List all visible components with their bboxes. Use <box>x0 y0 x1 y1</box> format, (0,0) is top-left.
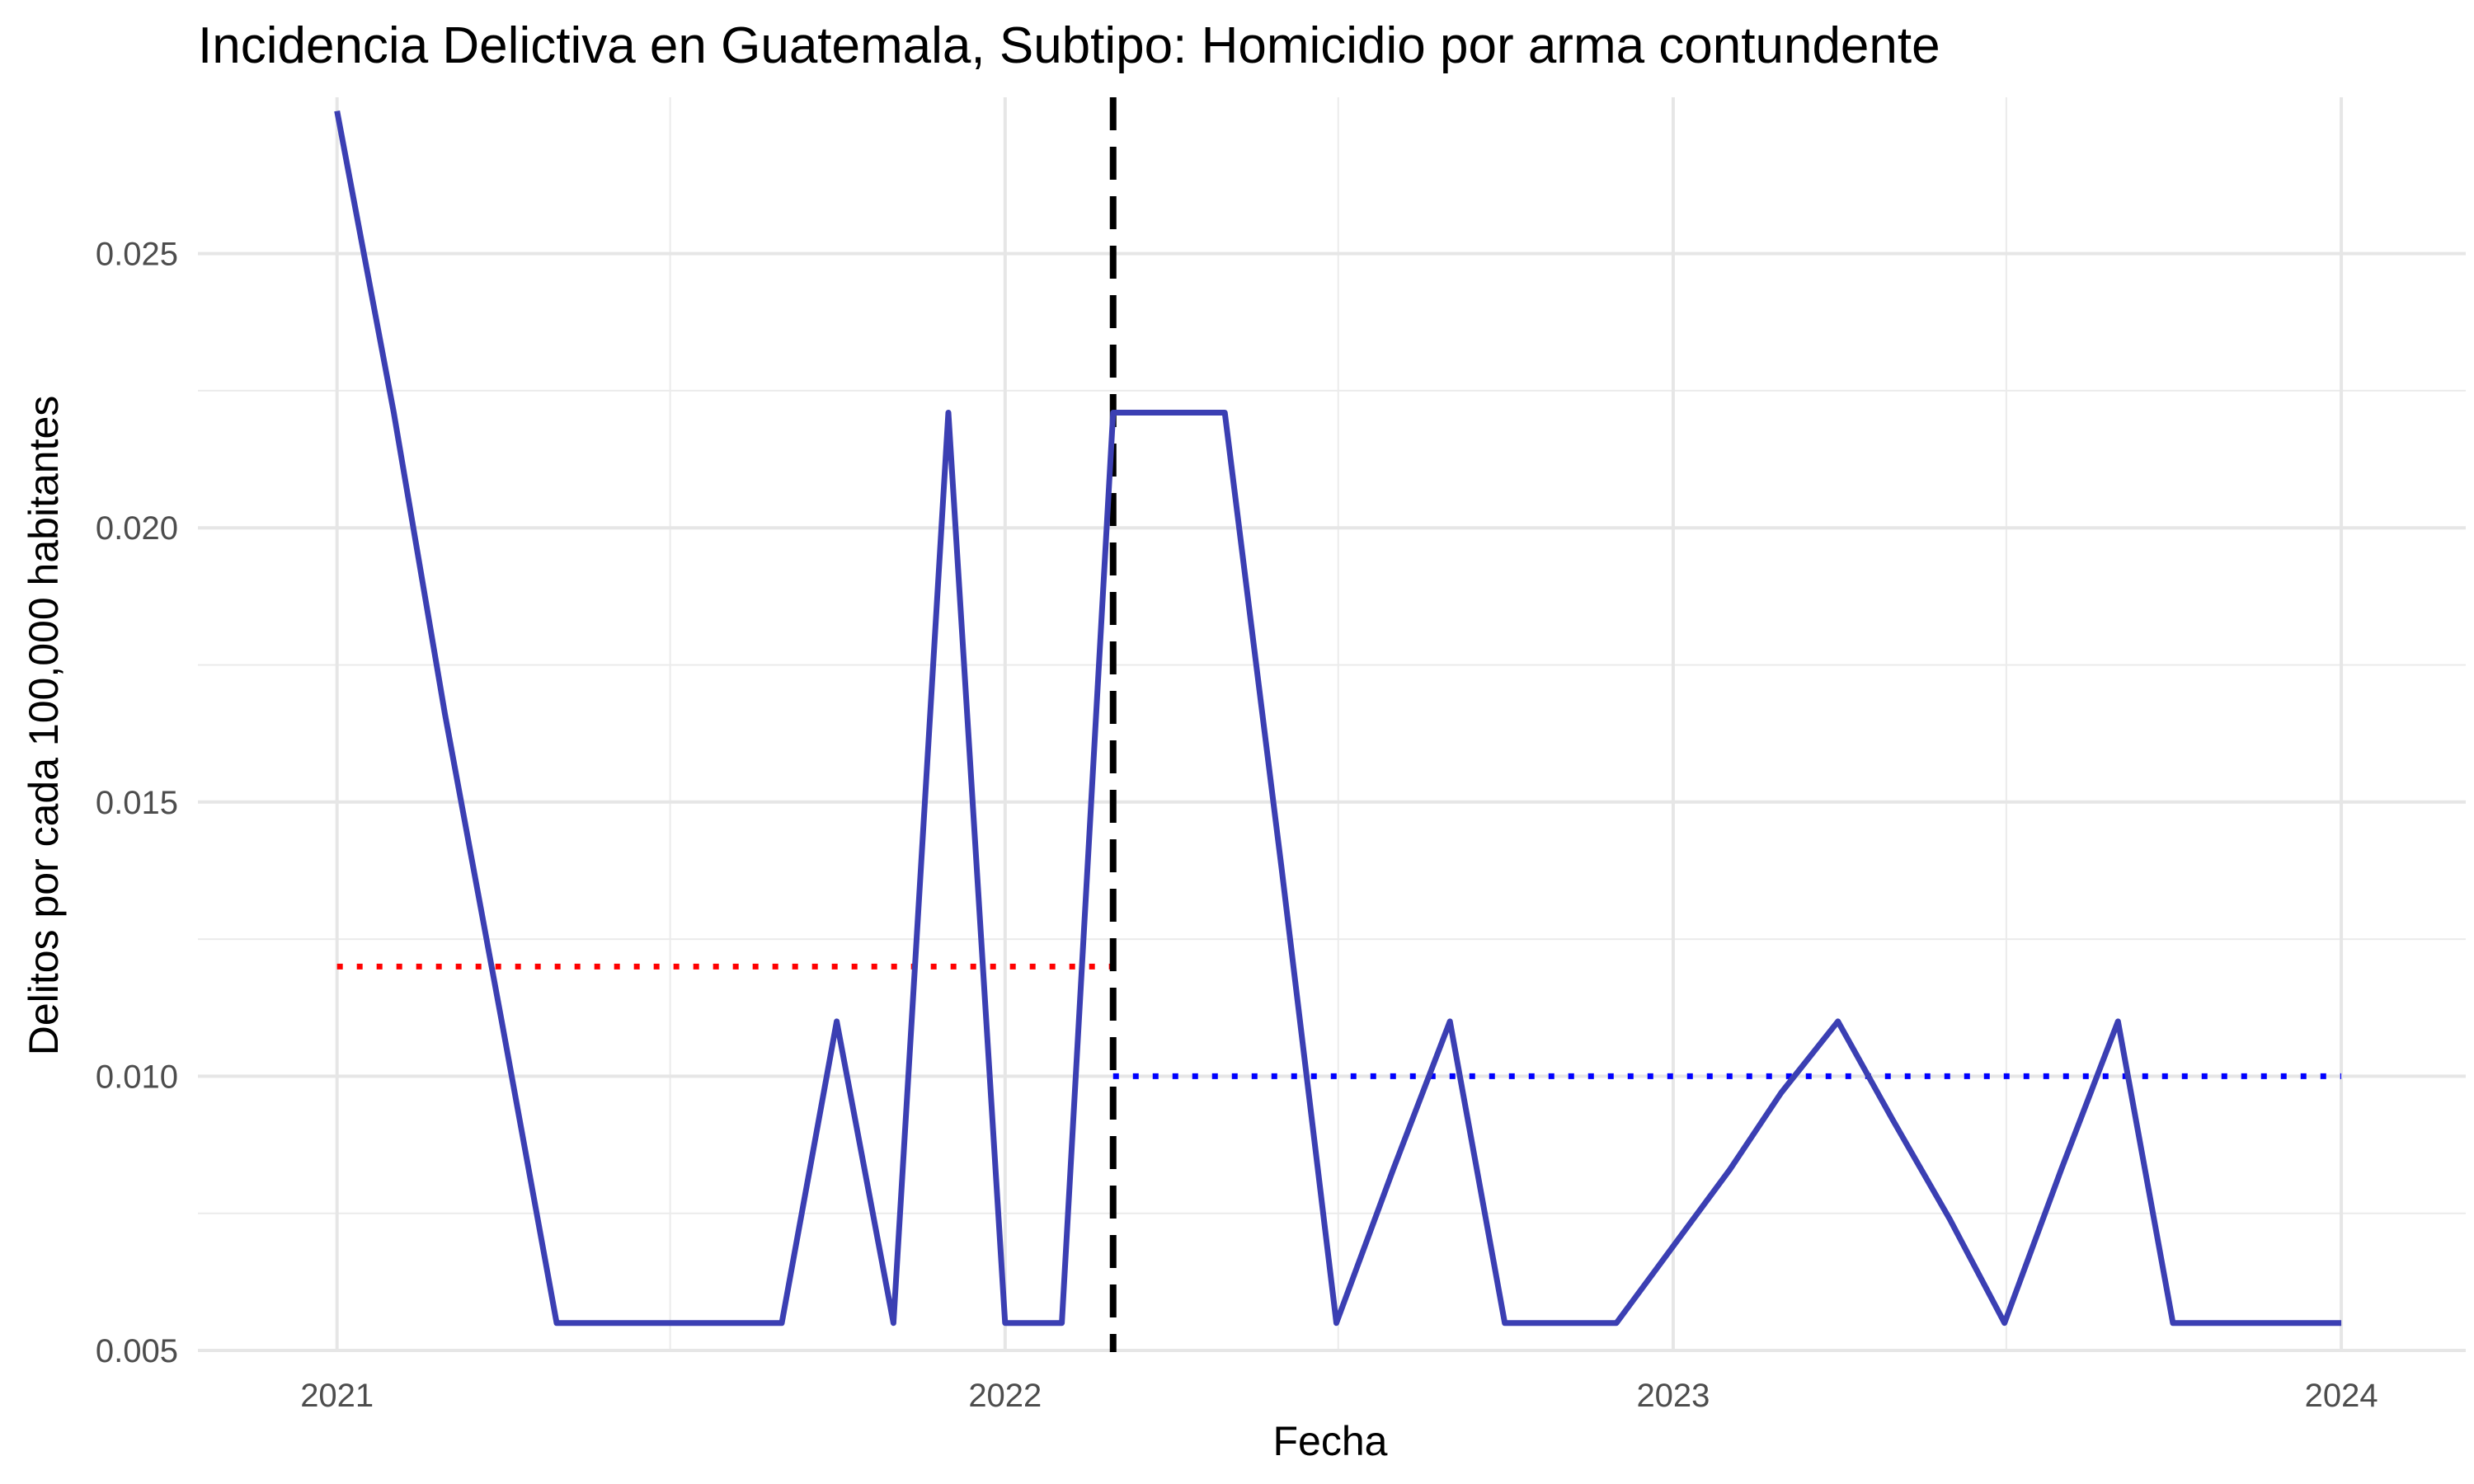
chart-title: Incidencia Delictiva en Guatemala, Subti… <box>198 17 1940 74</box>
y-tick-label: 0.020 <box>96 510 178 547</box>
grid <box>198 97 2466 1353</box>
annotations <box>336 97 2342 1352</box>
x-tick-label: 2024 <box>2305 1378 2378 1414</box>
y-tick-label: 0.025 <box>96 237 178 273</box>
x-axis-title: Fecha <box>1273 1418 1388 1464</box>
y-tick-label: 0.010 <box>96 1059 178 1095</box>
y-axis-title: Delitos por cada 100,000 habitantes <box>21 396 67 1056</box>
series <box>334 110 2342 1327</box>
y-tick-label: 0.015 <box>96 785 178 821</box>
x-tick-label: 2022 <box>968 1378 1042 1414</box>
y-axis-ticks: 0.005 0.010 0.015 0.020 0.025 <box>96 237 178 1369</box>
x-tick-label: 2023 <box>1636 1378 1710 1414</box>
series-line-0 <box>334 110 2342 1327</box>
y-tick-label: 0.005 <box>96 1333 178 1369</box>
x-axis-ticks: 2021 2022 2023 2024 <box>300 1378 2378 1414</box>
x-tick-label: 2021 <box>300 1378 374 1414</box>
